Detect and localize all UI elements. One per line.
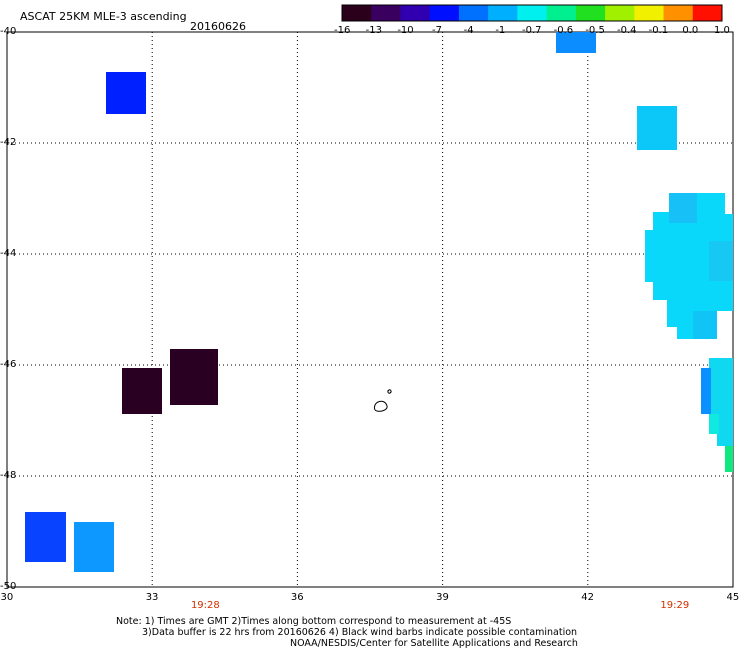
map-title: ASCAT 25KM MLE-3 ascending (20, 10, 187, 23)
patch-east-lower-green (725, 446, 733, 472)
grid-lines (7, 32, 733, 587)
colorbar-segment (342, 5, 372, 21)
colorbar-tick-label: -16 (334, 25, 351, 36)
patch-north-center (556, 32, 596, 53)
footer-credit: NOAA/NESDIS/Center for Satellite Applica… (290, 638, 578, 649)
y-axis-tick-label: -48 (0, 470, 17, 481)
patch-northeast (637, 106, 677, 150)
colorbar-tick-label: 0.0 (682, 25, 699, 36)
island-contour (374, 400, 388, 412)
x-axis-tick-label: 30 (0, 592, 14, 603)
colorbar-segment (546, 5, 577, 21)
x-axis-tick-label: 45 (726, 592, 740, 603)
patch-east-shade-1 (669, 193, 697, 223)
colorbar-tick-label: -13 (365, 25, 382, 36)
colorbar-tick-label: -4 (463, 25, 474, 36)
y-axis-tick-label: -42 (0, 137, 17, 148)
map-date: 20160626 (190, 20, 246, 33)
colorbar-segment (371, 5, 401, 21)
colorbar-segment (517, 5, 548, 21)
colorbar-tick-label: -0.4 (617, 25, 637, 36)
y-axis-tick-label: -44 (0, 248, 17, 259)
colorbar-segment (488, 5, 518, 21)
footer-note-2: 3)Data buffer is 22 hrs from 20160626 4)… (142, 627, 578, 638)
patch-east-shade-2 (709, 241, 733, 281)
y-axis-tick-label: -50 (0, 581, 17, 592)
colorbar-tick-label: -0.5 (585, 25, 605, 36)
x-axis-tick-label: 42 (581, 592, 595, 603)
colorbar-tick-label: -0.6 (553, 25, 574, 36)
patch-east-shade-3 (693, 311, 717, 339)
colorbar-segment (692, 5, 723, 21)
colorbar-tick-label: -10 (397, 25, 414, 36)
footer-note-1: Note: 1) Times are GMT 2)Times along bot… (116, 616, 512, 627)
patch-east-large (645, 193, 733, 339)
patch-east-lower-blue (701, 368, 711, 414)
colorbar-segment (458, 5, 489, 21)
patch-east-lower-cyan (709, 414, 719, 434)
colorbar-tick-label: -0.7 (522, 25, 542, 36)
colorbar-tick-label: -7 (432, 25, 442, 36)
time-label: 19:28 (190, 600, 220, 611)
colorbar-segment (634, 5, 665, 21)
colorbar-segment (429, 5, 460, 21)
colorbar-tick-label: 1.0 (714, 25, 730, 36)
x-axis-tick-label: 33 (145, 592, 159, 603)
colorbar-tick-label: -0.1 (648, 25, 669, 36)
y-axis-tick-label: -40 (0, 26, 17, 37)
data-patches (25, 32, 733, 572)
time-label: 19:29 (660, 600, 690, 611)
colorbar (341, 4, 723, 22)
y-axis-tick-label: -46 (0, 359, 17, 370)
colorbar-segment (605, 5, 635, 21)
colorbar-segment (575, 5, 606, 21)
patch-dark-top (178, 349, 218, 359)
colorbar-frame (341, 4, 723, 22)
patch-southwest-lightblue (74, 522, 114, 572)
x-axis-tick-label: 36 (290, 592, 304, 603)
plot-frame (6, 31, 734, 588)
patch-dark-left (122, 368, 162, 414)
patch-northwest (106, 72, 146, 114)
colorbar-tick-label: -1 (495, 25, 506, 36)
colorbar-segment (663, 5, 694, 21)
patch-southwest-blue (25, 512, 66, 562)
x-axis-tick-label: 39 (436, 592, 449, 603)
islet-contour (387, 389, 392, 394)
colorbar-segment (400, 5, 431, 21)
